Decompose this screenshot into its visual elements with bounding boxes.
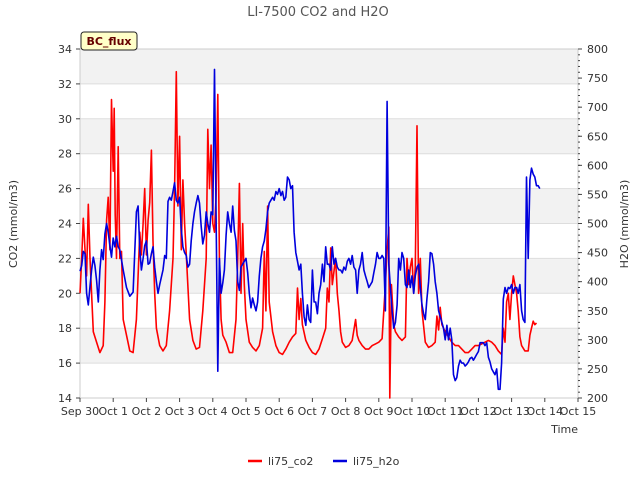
x-tick-label: Oct 10 [394, 405, 431, 418]
y-tick-label: 14 [58, 392, 72, 405]
y-tick-label: 28 [58, 148, 72, 161]
x-tick-label: Oct 13 [493, 405, 530, 418]
badge: BC_flux [80, 31, 138, 51]
series-line-li75_h2o [79, 68, 541, 391]
y-tick-label: 16 [58, 357, 72, 370]
y2-tick-label: 650 [587, 130, 608, 143]
chart-title: LI-7500 CO2 and H2O [247, 5, 389, 20]
plot-band [80, 153, 578, 189]
x-tick-label: Oct 4 [198, 405, 228, 418]
y2-axis-label: H2O (mmol/m3) [618, 180, 631, 269]
y2-tick-label: 750 [587, 72, 608, 85]
badge-box [80, 31, 138, 51]
badge-label: BC_flux [86, 35, 131, 48]
plot-band [80, 118, 578, 154]
y2-axis: 200 250 300 350 400 450 500 550 600 650 700 750 800 [578, 43, 608, 405]
y2-tick-label: 450 [587, 247, 608, 260]
x-tick-label: Oct 3 [165, 405, 195, 418]
x-tick-label: Oct 8 [331, 405, 361, 418]
x-tick-label: Oct 12 [460, 405, 497, 418]
y2-tick-label: 350 [587, 305, 608, 318]
y-tick-label: 22 [58, 252, 72, 265]
y-tick-label: 20 [58, 287, 72, 300]
x-tick-label: Sep 30 [61, 405, 99, 418]
x-tick-label: Oct 5 [231, 405, 261, 418]
x-axis: Sep 30 Oct 1 Oct 2 Oct 3 Oct 4 Oct 5 Oct 6 Oct … [61, 398, 596, 418]
y2-tick-label: 500 [587, 218, 608, 231]
plot-band [80, 223, 578, 259]
x-tick-label: Oct 1 [98, 405, 128, 418]
y2-tick-label: 600 [587, 159, 608, 172]
y-tick-label: 30 [58, 113, 72, 126]
plot-band [80, 83, 578, 119]
plot-band [80, 363, 578, 398]
y-tick-label: 26 [58, 183, 72, 196]
x-axis-label: Time [550, 423, 578, 436]
plot-band [80, 188, 578, 224]
series-group [79, 68, 541, 399]
x-tick-label: Oct 2 [132, 405, 162, 418]
y2-tick-label: 550 [587, 188, 608, 201]
y2-tick-label: 300 [587, 334, 608, 347]
y2-tick-label: 250 [587, 363, 608, 376]
x-tick-label: Oct 9 [364, 405, 394, 418]
y-axis-label: CO2 (mmol/m3) [7, 180, 20, 268]
legend-label-li75_h2o: li75_h2o [353, 455, 400, 468]
y2-tick-label: 700 [587, 101, 608, 114]
y2-tick-label: 200 [587, 392, 608, 405]
y-axis: 14 16 18 20 22 24 26 28 30 32 34 [58, 43, 80, 405]
plot-bands [80, 49, 578, 398]
x-tick-label: Oct 15 [560, 405, 597, 418]
y2-tick-label: 800 [587, 43, 608, 56]
x-tick-label: Oct 11 [427, 405, 464, 418]
x-tick-label: Oct 6 [264, 405, 294, 418]
x-tick-label: Oct 7 [298, 405, 328, 418]
plot-band [80, 49, 578, 84]
y-tick-label: 32 [58, 78, 72, 91]
y-tick-label: 24 [58, 218, 72, 231]
y2-tick-label: 400 [587, 276, 608, 289]
x-tick-label: Oct 14 [527, 405, 564, 418]
y-tick-label: 18 [58, 322, 72, 335]
y-tick-label: 34 [58, 43, 72, 56]
legend-label-li75_co2: li75_co2 [268, 455, 313, 468]
legend: li75_co2 li75_h2o [248, 455, 400, 468]
